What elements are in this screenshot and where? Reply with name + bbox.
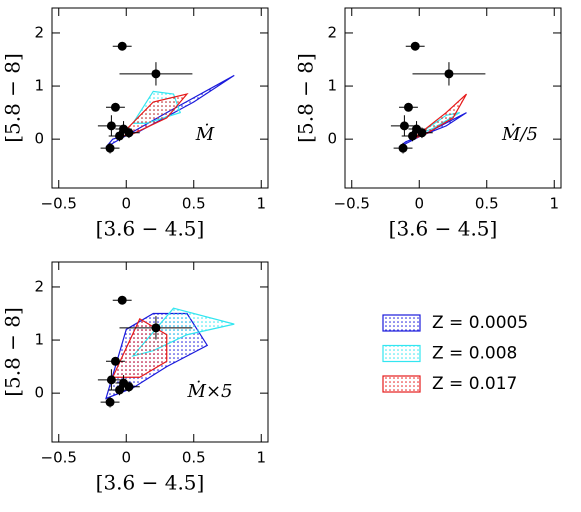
data-point	[410, 41, 420, 51]
data-point	[151, 323, 161, 333]
y-tick-label: 2	[327, 23, 337, 41]
data-point	[398, 143, 408, 153]
y-axis-label: [5.8 − 8]	[1, 307, 25, 397]
data-point	[403, 102, 413, 112]
x-tick-label: 0.5	[182, 195, 206, 213]
data-point	[399, 121, 409, 131]
data-point	[117, 41, 127, 51]
plot-frame	[51, 261, 269, 443]
data-point	[417, 128, 427, 138]
legend-swatch	[382, 375, 421, 393]
x-tick-label: 0	[121, 449, 131, 467]
x-tick-label: 1	[256, 449, 266, 467]
legend-label: Z = 0.008	[432, 344, 517, 364]
x-axis-label: [3.6 − 4.5]	[389, 217, 498, 241]
x-tick-label: 1	[256, 195, 266, 213]
y-tick-label: 1	[34, 331, 44, 349]
x-axis-label: [3.6 − 4.5]	[96, 217, 205, 241]
x-tick-label: −0.5	[334, 195, 370, 213]
x-tick-label: −0.5	[41, 449, 77, 467]
x-tick-label: 0	[121, 195, 131, 213]
x-tick-label: 0	[414, 195, 424, 213]
legend-label: Z = 0.017	[432, 374, 517, 394]
data-point	[105, 143, 115, 153]
y-tick-label: 0	[34, 130, 44, 148]
plot-frame	[344, 7, 562, 189]
y-tick-label: 0	[34, 384, 44, 402]
data-point	[408, 131, 417, 141]
data-point	[151, 69, 161, 79]
data-point	[115, 385, 124, 395]
data-point	[106, 121, 116, 131]
y-tick-label: 2	[34, 23, 44, 41]
annotation: Ṁ×5	[187, 379, 233, 402]
x-axis-label: [3.6 − 4.5]	[96, 471, 205, 495]
plot-frame	[51, 7, 269, 189]
legend-swatch	[382, 344, 421, 363]
y-tick-label: 0	[327, 130, 337, 148]
y-axis-label: [5.8 − 8]	[294, 53, 318, 143]
data-point	[106, 375, 116, 385]
data-point	[110, 356, 120, 366]
x-tick-label: 1	[549, 195, 559, 213]
data-point	[115, 131, 124, 141]
y-tick-label: 2	[34, 277, 44, 295]
x-tick-label: 0.5	[182, 449, 206, 467]
data-point	[117, 295, 127, 305]
model-track	[111, 317, 168, 378]
x-tick-label: 0.5	[475, 195, 499, 213]
annotation: Ṁ	[195, 122, 215, 145]
y-tick-label: 1	[327, 77, 337, 95]
data-point	[105, 397, 115, 407]
data-point	[110, 102, 120, 112]
data-point	[124, 128, 134, 138]
data-point	[124, 382, 134, 392]
y-axis-label: [5.8 − 8]	[1, 53, 25, 143]
data-point	[444, 69, 454, 79]
legend-label: Z = 0.0005	[432, 313, 528, 333]
y-tick-label: 1	[34, 77, 44, 95]
annotation: Ṁ/5	[501, 122, 538, 145]
legend-swatch	[382, 314, 421, 332]
x-tick-label: −0.5	[41, 195, 77, 213]
